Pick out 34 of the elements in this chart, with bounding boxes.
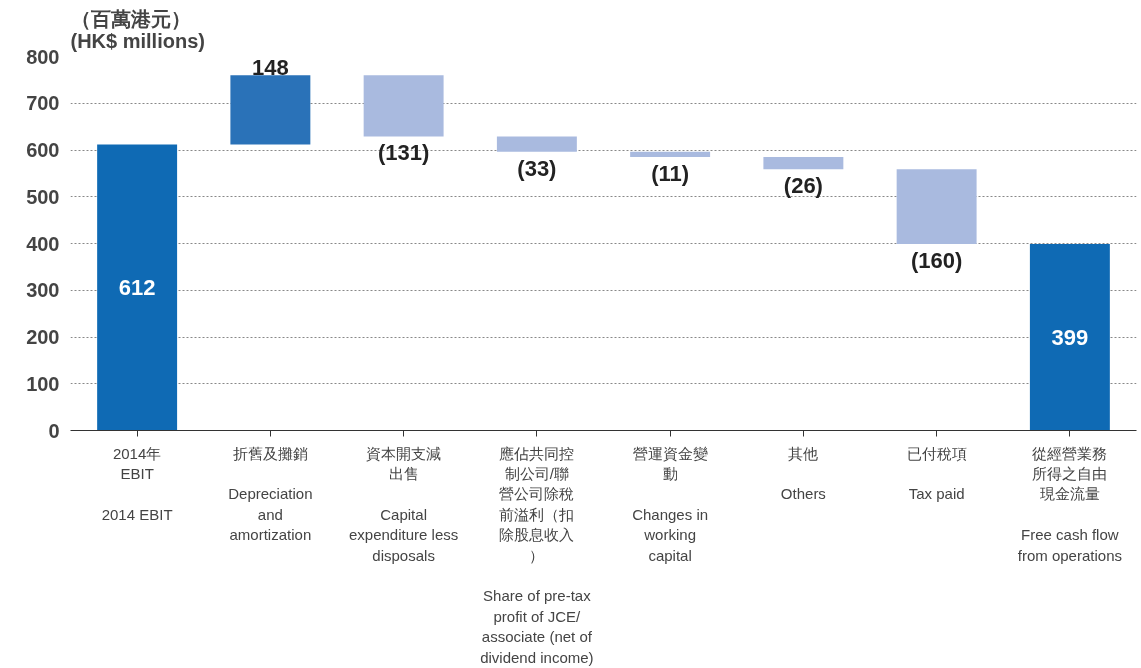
- bar: [230, 75, 311, 145]
- category-label: 已付稅項 Tax paid: [906, 444, 967, 503]
- data-label: 399: [1051, 324, 1089, 350]
- bar: [896, 169, 977, 244]
- y-tick-label: 800: [26, 45, 60, 68]
- y-axis-title: （百萬港元） (HK$ millions): [70, 7, 205, 52]
- category-label: 應佔共同控制公司/聯營公司除稅前溢利（扣除股息收入） Share of pre-tax profit of JCE/ associate (net of dividend income): [480, 444, 594, 666]
- bar: [363, 75, 444, 137]
- y-tick-label: 700: [26, 92, 60, 115]
- category-label: 從經營業務所得之自由現金流量 Free cash flow from operations: [1017, 444, 1122, 564]
- y-tick-label: 500: [26, 185, 60, 208]
- data-label: 148: [252, 55, 289, 81]
- data-label: (11): [651, 160, 690, 186]
- y-tick-label: 400: [26, 232, 60, 255]
- category-label: 2014年 EBIT 2014 EBIT: [101, 444, 173, 523]
- bar: [630, 151, 711, 158]
- bar: [496, 136, 577, 152]
- data-label: (26): [783, 172, 823, 198]
- y-tick-label: 200: [26, 326, 60, 348]
- data-label: (131): [377, 140, 430, 166]
- category-label: 資本開支減出售 Capital expenditure less disposals: [349, 444, 459, 564]
- data-label: 612: [118, 274, 156, 300]
- bar: [763, 157, 844, 170]
- category-label: 營運資金變動 Changes in working capital: [632, 444, 709, 564]
- y-tick-label: 0: [48, 419, 60, 442]
- y-tick-label: 600: [26, 139, 60, 161]
- y-tick-label: 100: [26, 372, 60, 395]
- y-tick-label: 300: [26, 279, 60, 302]
- bar: [97, 144, 178, 431]
- data-label: (160): [910, 247, 963, 273]
- bar: [1029, 243, 1110, 431]
- data-label: (33): [517, 155, 557, 181]
- category-label: 折舊及攤銷 Depreciation and amortization: [228, 444, 313, 544]
- category-label: 其他 Others: [780, 444, 826, 503]
